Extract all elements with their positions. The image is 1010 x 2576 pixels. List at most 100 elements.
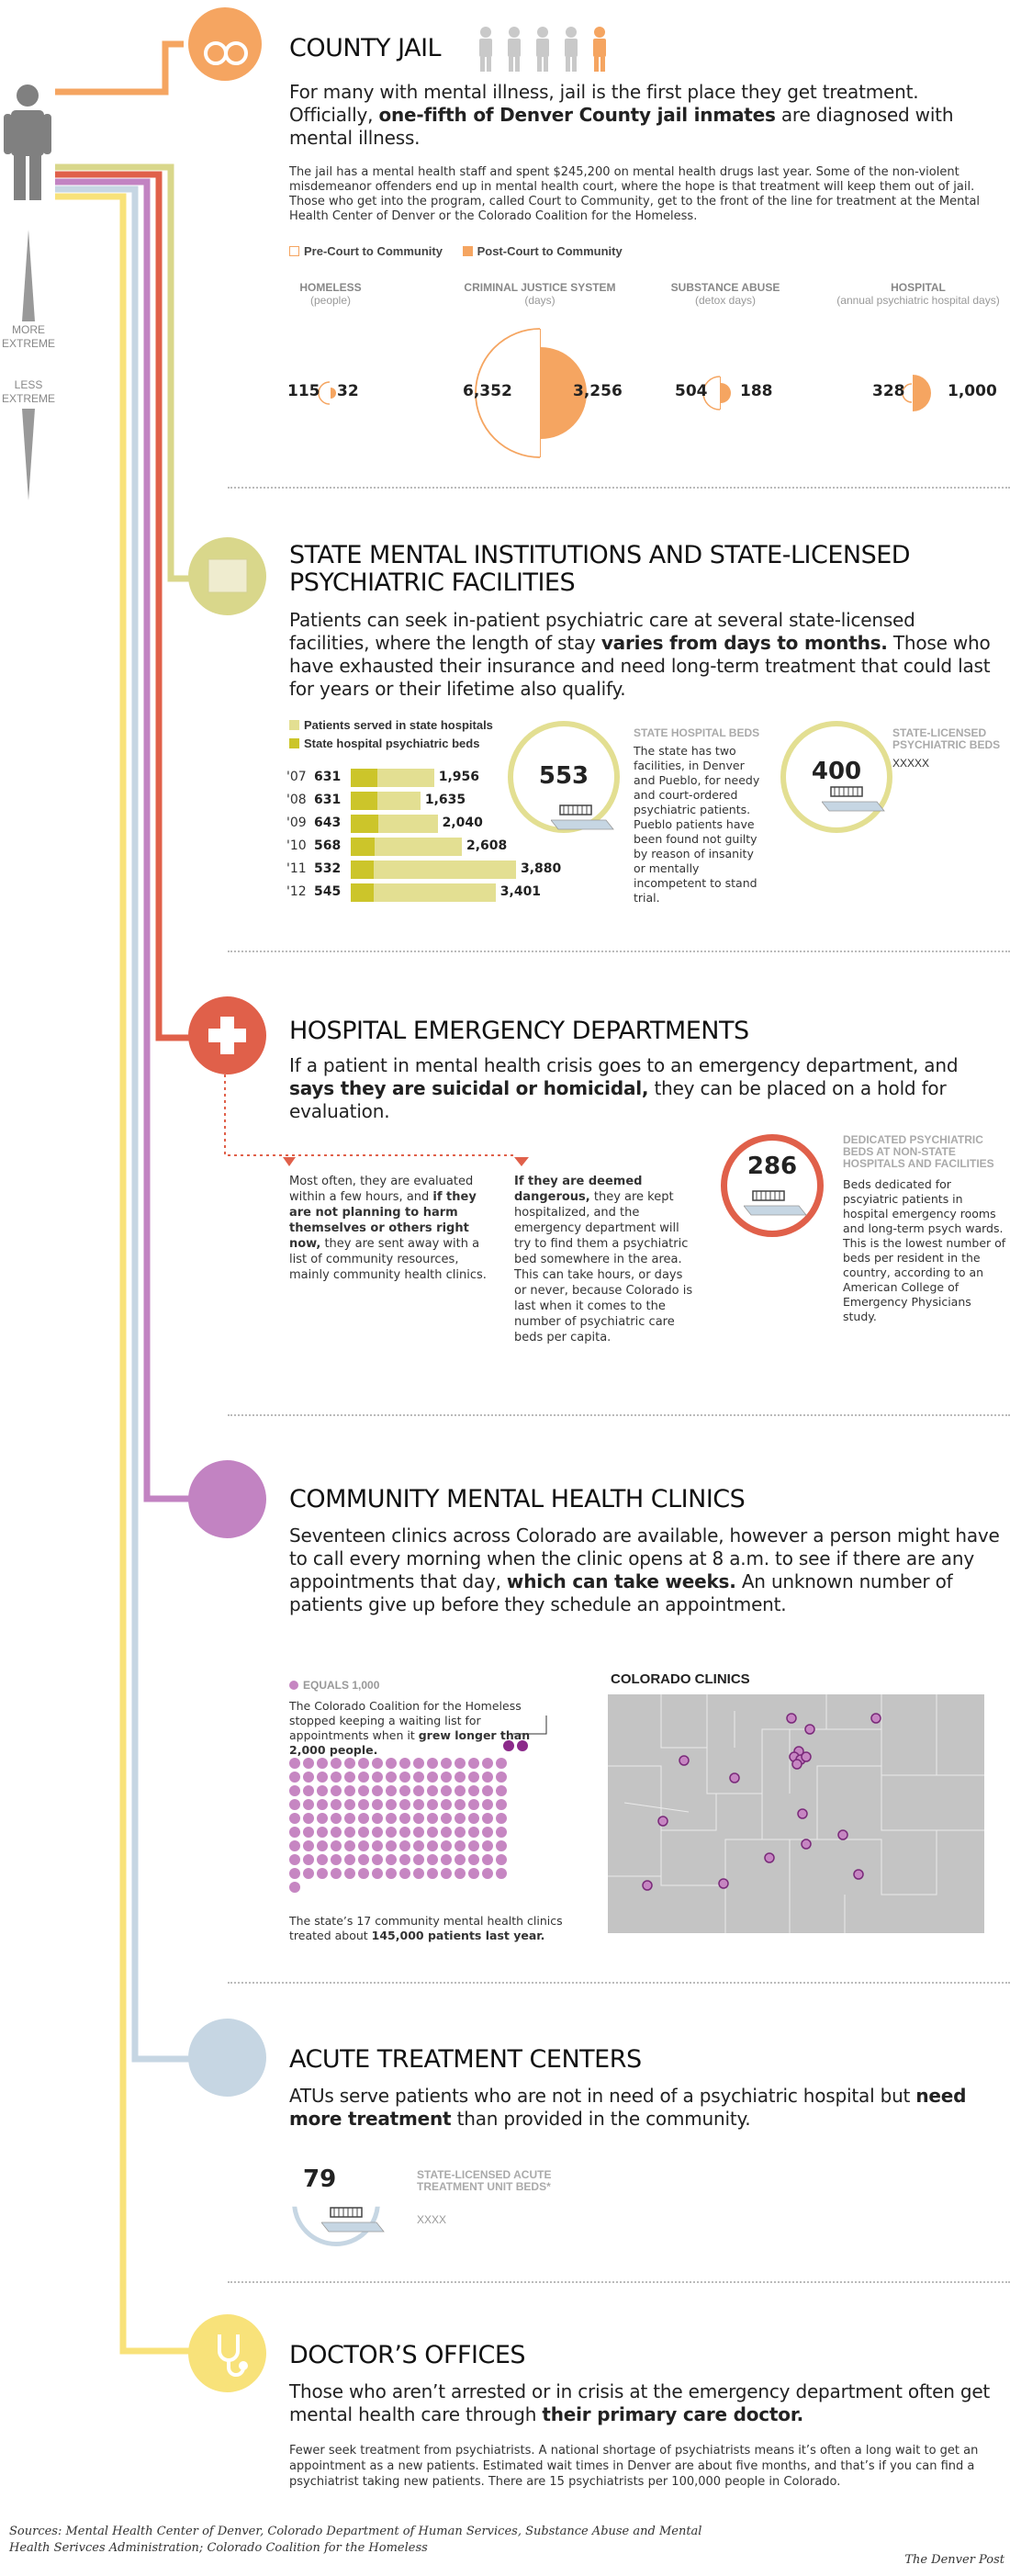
patient-dot — [496, 1799, 507, 1810]
state-beds-ring — [508, 721, 620, 833]
patient-dot — [454, 1868, 466, 1879]
patient-dot — [496, 1758, 507, 1769]
dot-legend-icon — [289, 1681, 298, 1690]
bar-beds-label: 532 — [314, 861, 342, 876]
patient-dot — [331, 1785, 342, 1796]
arrow-down-icon — [22, 409, 35, 501]
stat-homeless: HOMELESS (people) — [299, 281, 362, 308]
patient-dot — [468, 1799, 479, 1810]
jail-body: The jail has a mental health staff and s… — [289, 165, 981, 223]
patient-dot — [399, 1813, 410, 1824]
patient-dot — [454, 1772, 466, 1783]
separator-5 — [228, 2281, 1010, 2283]
patient-dot — [482, 1813, 493, 1824]
homeless-post-value: 32 — [337, 382, 359, 400]
bar-beds — [351, 883, 375, 902]
patient-dot — [317, 1868, 328, 1879]
handcuffs-circle — [188, 7, 262, 81]
er-branch-lines — [224, 1074, 529, 1166]
patient-dot — [317, 1840, 328, 1851]
patient-dot — [372, 1840, 383, 1851]
doctor-title: DOCTOR’S OFFICES — [289, 2341, 526, 2369]
state-legend: Patients served in state hospitals State… — [289, 716, 493, 753]
bar-served-label: 3,880 — [521, 861, 562, 876]
state-beds-number: 553 — [538, 762, 589, 790]
patient-dot — [441, 1758, 452, 1769]
patient-dot — [317, 1785, 328, 1796]
patient-dot — [413, 1772, 424, 1783]
patient-dot — [386, 1868, 397, 1879]
bar-row: '07 631 1,956 — [286, 769, 599, 787]
atu-beds-desc: XXXX — [417, 2213, 447, 2226]
patient-dot — [386, 1785, 397, 1796]
patient-dot — [317, 1799, 328, 1810]
patient-dot — [372, 1854, 383, 1865]
bar-served-label: 3,401 — [499, 884, 542, 899]
medical-cross-circle — [188, 996, 266, 1074]
bar-served-label: 1,956 — [438, 770, 480, 784]
patient-dot — [454, 1813, 466, 1824]
patient-dot — [303, 1868, 314, 1879]
bar-year-label: '07 — [286, 770, 307, 784]
jail-lead: For many with mental illness, jail is th… — [289, 81, 954, 149]
bar-year-label: '09 — [286, 816, 307, 830]
wait-pointer — [513, 1715, 547, 1735]
state-title: STATE MENTAL INSTITUTIONS AND STATE-LICE… — [289, 541, 911, 597]
patient-dot — [372, 1799, 383, 1810]
bar-served-label: 1,635 — [424, 793, 466, 807]
patient-dot — [441, 1785, 452, 1796]
patient-dot — [289, 1772, 300, 1783]
doctor-lead: Those who aren’t arrested or in crisis a… — [289, 2380, 991, 2425]
patient-dot — [441, 1827, 452, 1838]
atu-beds-label: STATE-LICENSED ACUTE TREATMENT UNIT BEDS… — [417, 2168, 552, 2193]
map-title: COLORADO CLINICS — [611, 1671, 750, 1687]
patient-dot — [427, 1854, 438, 1865]
atu-circle — [188, 2019, 266, 2097]
document-texture-icon — [208, 558, 248, 593]
patient-dot — [317, 1772, 328, 1783]
people-icons — [479, 27, 606, 72]
patient-dot — [496, 1854, 507, 1865]
legend-beds-swatch — [289, 738, 299, 748]
patient-dot — [441, 1840, 452, 1851]
er-lead: If a patient in mental health crisis goe… — [289, 1054, 959, 1122]
patient-dot — [496, 1868, 507, 1879]
bar-beds-label: 631 — [314, 793, 342, 807]
credit: The Denver Post — [904, 2553, 1004, 2567]
patient-dot — [303, 1827, 314, 1838]
patient-dot — [358, 1868, 369, 1879]
separator-4 — [228, 1982, 1010, 1984]
sources: Sources: Mental Health Center of Denver,… — [9, 2525, 702, 2555]
patient-dot — [468, 1772, 479, 1783]
patient-dot — [303, 1813, 314, 1824]
patient-dot — [427, 1785, 438, 1796]
patient-dot — [289, 1785, 300, 1796]
atu-title: ACUTE TREATMENT CENTERS — [289, 2045, 642, 2074]
patient-dot — [372, 1758, 383, 1769]
separator-2 — [228, 951, 1010, 952]
patient-dot — [358, 1785, 369, 1796]
patient-dot — [441, 1868, 452, 1879]
doctor-body: Fewer seek treatment from psychiatrists.… — [289, 2444, 979, 2489]
patient-dot — [303, 1840, 314, 1851]
patient-dot — [358, 1799, 369, 1810]
patient-dot — [344, 1772, 355, 1783]
patient-dot — [289, 1840, 300, 1851]
legend-served-swatch — [289, 720, 299, 730]
licensed-beds-ring — [780, 721, 892, 833]
hospital-post-value: 1,000 — [948, 382, 997, 400]
patient-dot — [331, 1854, 342, 1865]
bed-icon — [551, 804, 614, 830]
bar-beds-label: 545 — [314, 884, 342, 899]
bar-beds — [351, 815, 378, 833]
patient-dot — [427, 1813, 438, 1824]
state-lead: Patients can seek in-patient psychiatric… — [289, 609, 991, 700]
patient-dot — [386, 1813, 397, 1824]
bar-year-label: '10 — [286, 838, 307, 853]
patient-dot — [482, 1868, 493, 1879]
patient-dot — [427, 1772, 438, 1783]
patient-dot — [344, 1840, 355, 1851]
jail-title: COUNTY JAIL — [289, 34, 442, 62]
patient-dot — [482, 1799, 493, 1810]
patient-dot — [386, 1799, 397, 1810]
